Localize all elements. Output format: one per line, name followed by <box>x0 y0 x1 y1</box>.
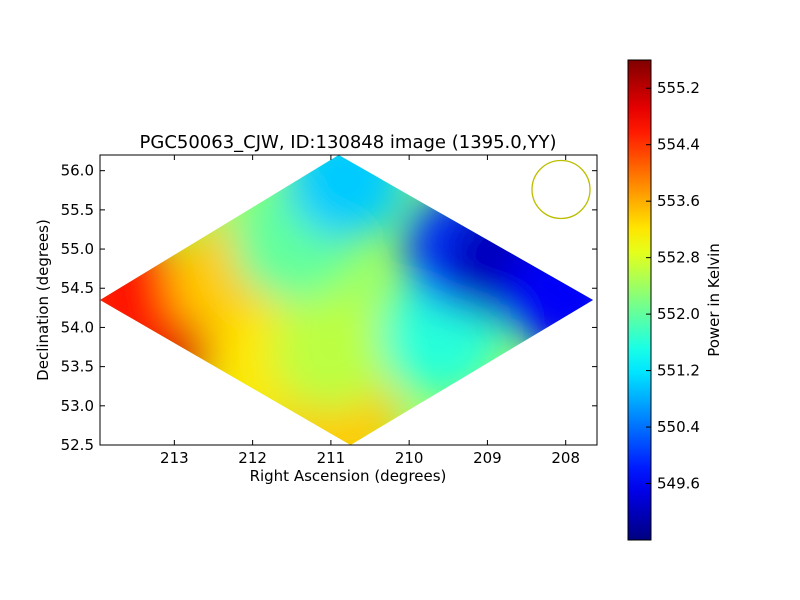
colorbar-tick-label: 552.0 <box>657 305 700 323</box>
y-tick-label: 56.0 <box>61 162 94 180</box>
colorbar-tick-label: 554.4 <box>657 136 700 154</box>
y-tick-label: 54.0 <box>61 318 94 336</box>
colorbar-tick-label: 550.4 <box>657 418 700 436</box>
x-tick-label: 210 <box>395 449 424 467</box>
colorbar-tick-label: 551.2 <box>657 362 700 380</box>
heatmap-blob-cool <box>286 155 407 239</box>
x-tick-label: 208 <box>551 449 580 467</box>
x-axis-label: Right Ascension (degrees) <box>250 467 447 485</box>
y-tick-label: 53.5 <box>61 358 94 376</box>
x-axis-ticks: 213 212 211 210 209 208 <box>160 155 580 467</box>
y-tick-label: 53.0 <box>61 397 94 415</box>
y-axis-ticks: 52.5 53.0 53.5 54.0 54.5 55.0 55.5 56.0 <box>61 162 597 454</box>
colorbar <box>627 59 652 541</box>
y-axis-label: Declination (degrees) <box>34 219 52 381</box>
x-tick-label: 209 <box>473 449 502 467</box>
y-tick-label: 55.5 <box>61 201 94 219</box>
heatmap-blob-mid <box>270 290 391 411</box>
x-tick-label: 211 <box>317 449 346 467</box>
heatmap-blob-cold <box>505 236 594 357</box>
x-tick-label: 213 <box>160 449 189 467</box>
colorbar-label: Power in Kelvin <box>705 243 723 357</box>
colorbar-tick-label: 549.6 <box>657 475 700 493</box>
beam-circle <box>531 159 591 220</box>
y-tick-label: 55.0 <box>61 240 94 258</box>
chart-title: PGC50063_CJW, ID:130848 image (1395.0,YY… <box>140 132 557 153</box>
colorbar-tick-label: 553.6 <box>657 192 700 210</box>
y-tick-label: 54.5 <box>61 279 94 297</box>
colorbar-ticks: 549.6 550.4 551.2 552.0 552.8 553.6 554.4 555.2 <box>646 79 700 493</box>
x-tick-label: 212 <box>238 449 267 467</box>
plot-frame <box>99 154 598 446</box>
heatmap-blobs <box>100 155 594 445</box>
y-tick-label: 52.5 <box>61 436 94 454</box>
heatmap-field <box>100 155 594 445</box>
heatmap-blob-hot <box>100 236 188 357</box>
colorbar-tick-label: 552.8 <box>657 249 700 267</box>
colorbar-tick-label: 555.2 <box>657 79 700 97</box>
